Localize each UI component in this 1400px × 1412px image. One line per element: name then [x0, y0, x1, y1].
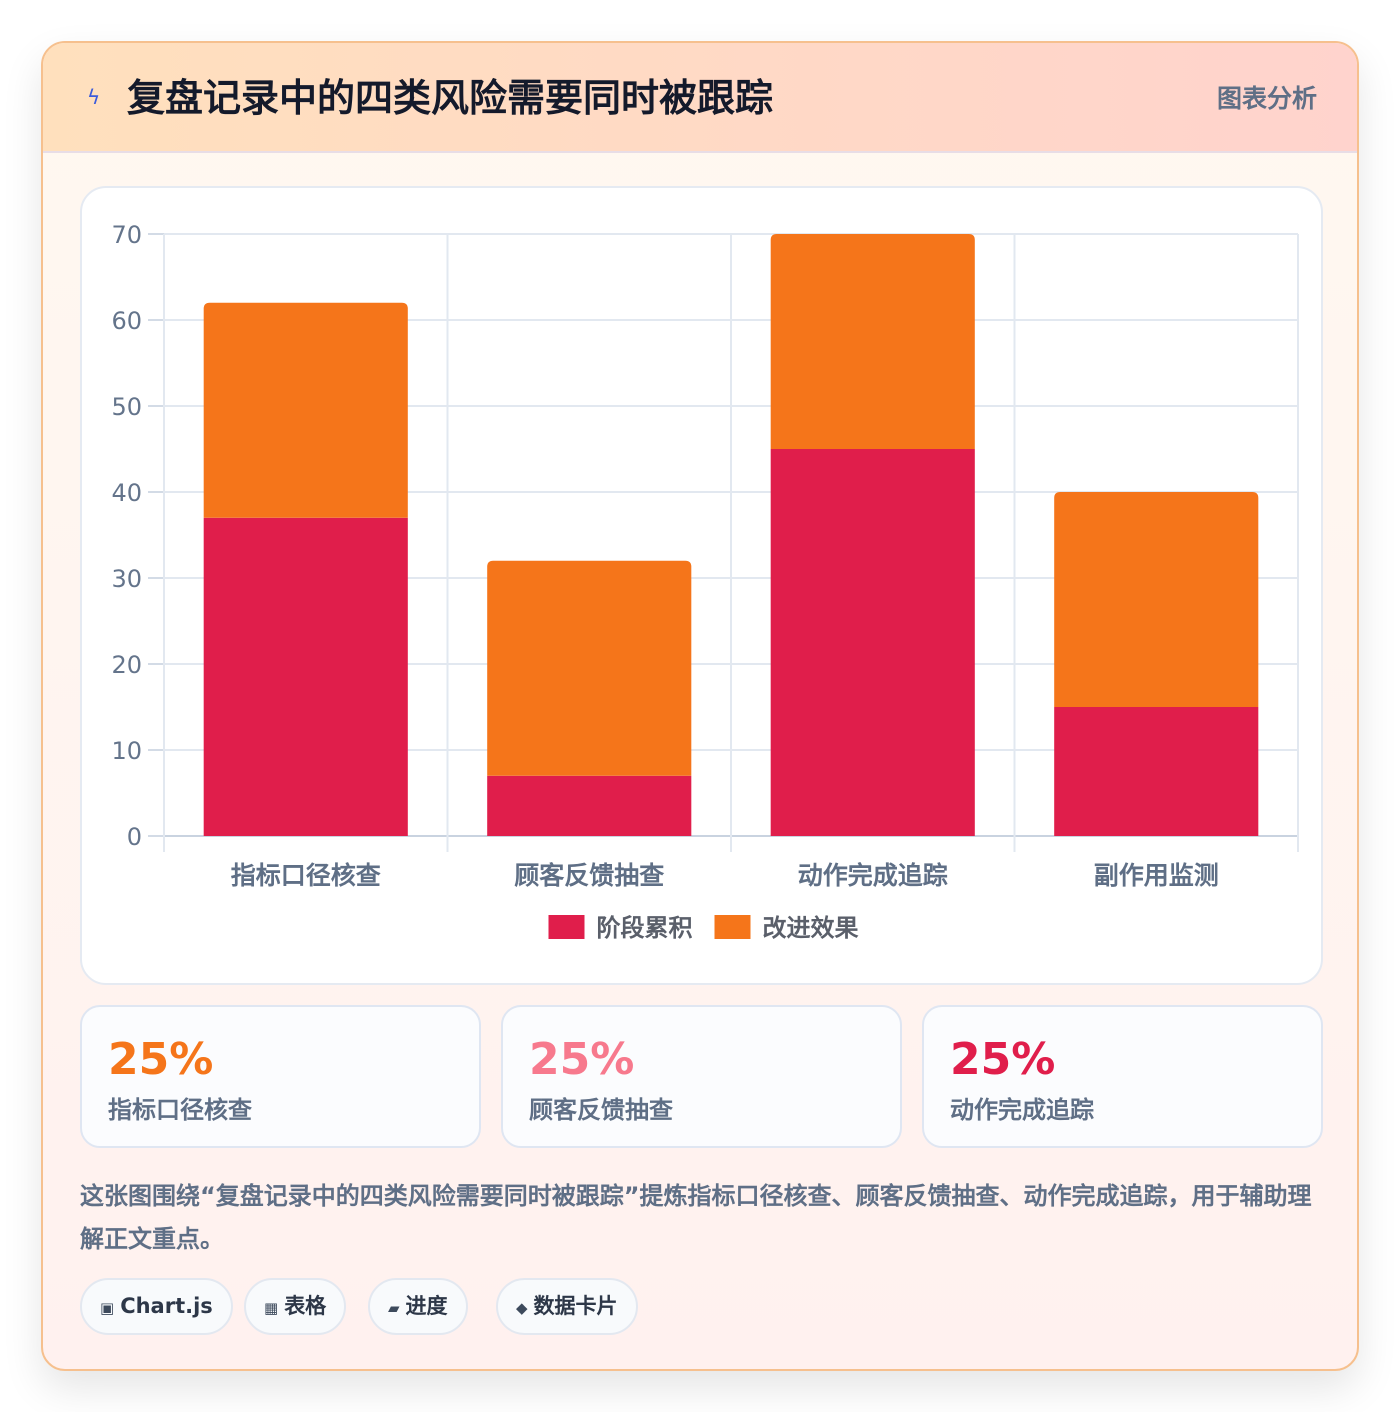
bar-segment — [487, 560, 692, 776]
stat-card-1: 25% 指标口径核查 — [80, 1005, 481, 1148]
stat-card-2: 25% 顾客反馈抽查 — [501, 1005, 902, 1148]
x-tick-label: 动作完成追踪 — [798, 861, 948, 890]
y-tick-label: 50 — [111, 393, 142, 421]
y-tick-label: 20 — [111, 651, 142, 679]
bar-segment — [770, 234, 975, 449]
chart-icon: ▣ — [100, 1299, 115, 1317]
stat-label-2: 顾客反馈抽查 — [529, 1096, 673, 1124]
stacked-bar-chart: 0 10 20 30 40 50 60 70 指标口径核查 顾客反馈抽查 动作完成追踪 副作用监测阶段… — [111, 221, 1299, 942]
diamond-icon: ◆ — [516, 1299, 528, 1317]
chart-summary: 这张图围绕“复盘记录中的四类风险需要同时被跟踪”提炼指标口径核查、顾客反馈抽查、… — [80, 1182, 1312, 1253]
y-tick-label: 60 — [111, 307, 142, 335]
progress-icon: ▰ — [388, 1299, 400, 1317]
chart-panel: 0 10 20 30 40 50 60 70 指标口径核查 顾客反馈抽查 动作完成追踪 副作用监测阶段… — [80, 186, 1323, 985]
x-tick-label: 指标口径核查 — [231, 861, 381, 890]
bar-segment — [770, 449, 975, 836]
stat-label-1: 指标口径核查 — [108, 1096, 252, 1124]
y-tick-label: 0 — [127, 823, 142, 851]
chip-data-cards[interactable]: ◆ 数据卡片 — [496, 1278, 638, 1335]
y-tick-label: 40 — [111, 479, 142, 507]
chart-card: ϟ 复盘记录中的四类风险需要同时被跟踪 图表分析 0 10 20 30 40 50 60 70… — [41, 41, 1359, 1371]
chart-analysis-badge: 图表分析 — [1216, 84, 1317, 113]
y-tick-label: 30 — [111, 565, 142, 593]
legend-swatch — [548, 915, 585, 939]
chip-label: 表格 — [284, 1294, 327, 1318]
chip-table[interactable]: ▦ 表格 — [244, 1278, 347, 1335]
bar-segment — [1054, 707, 1259, 836]
bar-segment — [1054, 492, 1259, 707]
card-header: ϟ 复盘记录中的四类风险需要同时被跟踪 图表分析 — [43, 43, 1357, 153]
y-tick-label: 70 — [111, 221, 142, 249]
bar-segment — [203, 302, 408, 518]
stat-card-3: 25% 动作完成追踪 — [922, 1005, 1323, 1148]
legend-swatch — [714, 915, 751, 939]
chip-label: 数据卡片 — [533, 1294, 618, 1318]
chip-progress[interactable]: ▰ 进度 — [368, 1278, 468, 1335]
table-icon: ▦ — [264, 1299, 279, 1317]
x-tick-label: 副作用监测 — [1094, 861, 1219, 890]
y-tick-label: 10 — [111, 737, 142, 765]
chip-label: 进度 — [405, 1294, 448, 1318]
chip-label: Chart.js — [120, 1294, 213, 1318]
bar-segment — [487, 775, 692, 836]
bar-segment — [203, 517, 408, 836]
stat-label-3: 动作完成追踪 — [950, 1096, 1094, 1124]
chip-chartjs[interactable]: ▣ Chart.js — [80, 1278, 233, 1335]
x-tick-label: 顾客反馈抽查 — [514, 861, 664, 890]
stat-value-3: 25% — [950, 1034, 1056, 1085]
legend-label: 改进效果 — [763, 914, 859, 942]
bolt-icon: ϟ — [87, 85, 101, 109]
page-title: 复盘记录中的四类风险需要同时被跟踪 — [127, 76, 774, 120]
stat-value-1: 25% — [108, 1034, 214, 1085]
legend-label: 阶段累积 — [597, 914, 693, 942]
stat-value-2: 25% — [529, 1034, 635, 1085]
